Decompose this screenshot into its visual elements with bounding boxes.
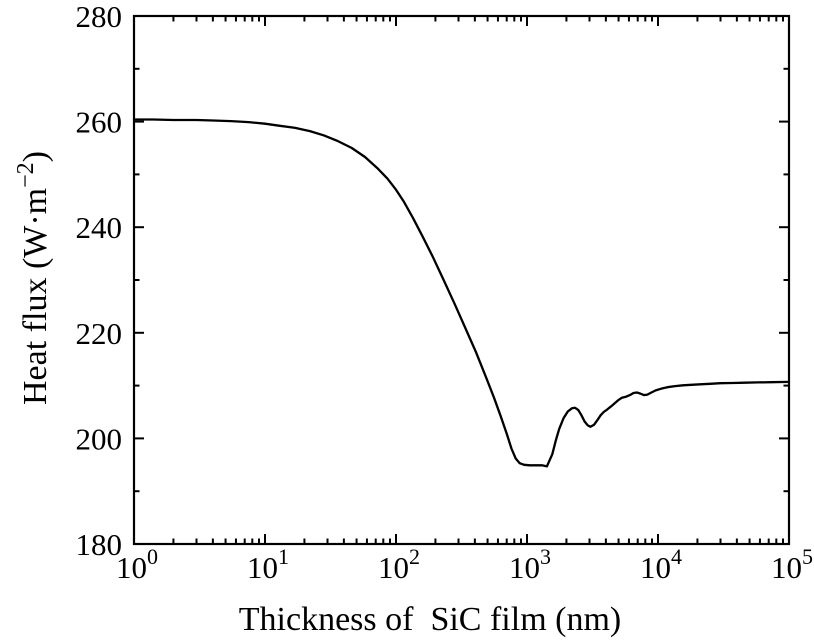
plot-border xyxy=(132,14,791,546)
x-tick-label: 100 xyxy=(116,544,158,585)
y-tick-label: 180 xyxy=(76,527,123,562)
y-tick-label: 260 xyxy=(76,105,123,140)
x-tick-label: 103 xyxy=(509,544,551,585)
axis-ticks xyxy=(133,15,790,545)
y-tick-label: 240 xyxy=(76,210,123,245)
x-tick-label: 105 xyxy=(771,544,813,585)
data-curve xyxy=(132,118,791,468)
y-tick-label: 200 xyxy=(76,421,123,456)
svg-text:Heat flux (W·m−2): Heat flux (W·m−2) xyxy=(13,151,54,405)
x-axis-label: Thickness of SiC film (nm) xyxy=(239,601,621,638)
x-tick-labels: 100 101 102 103 104 105 xyxy=(116,544,813,585)
y-tick-labels: 180 200 220 240 260 280 xyxy=(76,0,123,562)
y-axis-label: Heat flux (W·m−2) xyxy=(13,151,54,405)
x-tick-label: 104 xyxy=(640,544,682,585)
y-tick-label: 280 xyxy=(76,0,123,34)
x-tick-label: 101 xyxy=(247,544,289,585)
y-tick-label: 220 xyxy=(76,316,123,351)
x-tick-label: 102 xyxy=(378,544,420,585)
